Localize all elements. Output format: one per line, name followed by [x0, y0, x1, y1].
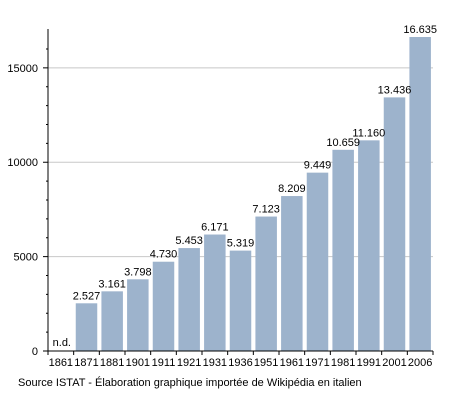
bar-1931 [204, 234, 226, 351]
y-tick-label: 5000 [14, 252, 38, 264]
x-tick-label-1871: 1871 [74, 357, 98, 369]
bar-1981 [332, 149, 354, 351]
source-caption: Source ISTAT - Élaboration graphique imp… [18, 377, 362, 389]
axes [43, 29, 434, 355]
data-label-1991: 11.160 [352, 127, 385, 139]
x-tick-label-1961: 1961 [280, 357, 304, 369]
x-tick-labels: 1861 1871 1881 1901 1911 1921 1931 1936 1951 1961… [49, 357, 433, 369]
y-tick-label: 15000 [7, 63, 38, 75]
x-tick-label-1861: 1861 [49, 357, 73, 369]
bar-2006 [409, 37, 431, 351]
bar-1961 [281, 196, 303, 351]
bar-1871 [75, 303, 98, 351]
bar-1971 [306, 172, 329, 351]
data-label-2006: 16.635 [403, 24, 437, 36]
bars [75, 37, 431, 352]
bar-2001 [383, 97, 406, 352]
y-tick-label: 0 [32, 346, 38, 358]
data-label-1981: 10.659 [326, 137, 360, 149]
x-tick-label-1951: 1951 [254, 357, 278, 369]
x-tick-label-2006: 2006 [408, 357, 432, 369]
x-tick-label-1911: 1911 [152, 357, 176, 369]
data-label-2001: 13.436 [378, 84, 412, 96]
bar-1881 [101, 291, 123, 351]
x-tick-label-1981: 1981 [331, 357, 355, 369]
data-label-1961: 8.209 [278, 183, 306, 195]
bar-1991 [358, 140, 380, 351]
bar-1951 [255, 216, 277, 351]
data-label-1931: 6.171 [201, 222, 229, 234]
data-label-1971: 9.449 [304, 160, 332, 172]
data-label-1921: 5.453 [175, 235, 203, 247]
data-label-1936: 5.319 [227, 238, 255, 250]
data-label-1951: 7.123 [252, 204, 280, 216]
data-label-1861: n.d. [53, 337, 71, 349]
y-tick-label: 10000 [7, 157, 38, 169]
x-tick-label-2001: 2001 [382, 357, 406, 369]
data-label-1871: 2.527 [73, 290, 101, 302]
x-tick-label-1971: 1971 [305, 357, 329, 369]
data-label-1901: 3.798 [124, 266, 152, 278]
x-tick-label-1991: 1991 [357, 357, 381, 369]
y-tick-labels: 0 5000 10000 15000 [7, 63, 38, 358]
x-tick-label-1881: 1881 [100, 357, 124, 369]
x-tick-label-1931: 1931 [203, 357, 227, 369]
bar-1936 [229, 250, 252, 351]
bar-1921 [178, 248, 200, 351]
x-tick-label-1901: 1901 [126, 357, 150, 369]
data-label-1881: 3.161 [98, 278, 126, 290]
x-tick-label-1921: 1921 [177, 357, 201, 369]
bar-1901 [127, 279, 149, 351]
data-label-1911: 4.730 [150, 249, 178, 261]
x-tick-label-1936: 1936 [228, 357, 252, 369]
bar-1911 [152, 261, 175, 351]
